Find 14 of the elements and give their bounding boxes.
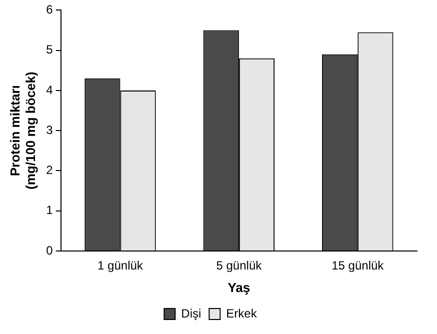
x-axis-title: Yaş <box>228 280 250 295</box>
x-tick-label: 5 günlük <box>216 258 263 273</box>
y-tick-label: 6 <box>46 2 54 17</box>
x-tick-label: 15 günlük <box>332 258 385 273</box>
y-tick-label: 5 <box>46 42 54 57</box>
y-tick-label: 1 <box>46 203 54 218</box>
y-axis-title: Protein miktarı (mg/100 mg böcek) <box>7 72 38 190</box>
y-tick-label: 2 <box>46 163 54 178</box>
legend-label: Erkek <box>226 306 258 320</box>
y-tick-label: 0 <box>46 243 54 258</box>
y-tick-label: 3 <box>46 122 54 137</box>
y-tick-label: 4 <box>46 82 54 97</box>
x-tick-label: 1 günlük <box>98 258 144 273</box>
legend-label: Dişi <box>181 306 202 320</box>
